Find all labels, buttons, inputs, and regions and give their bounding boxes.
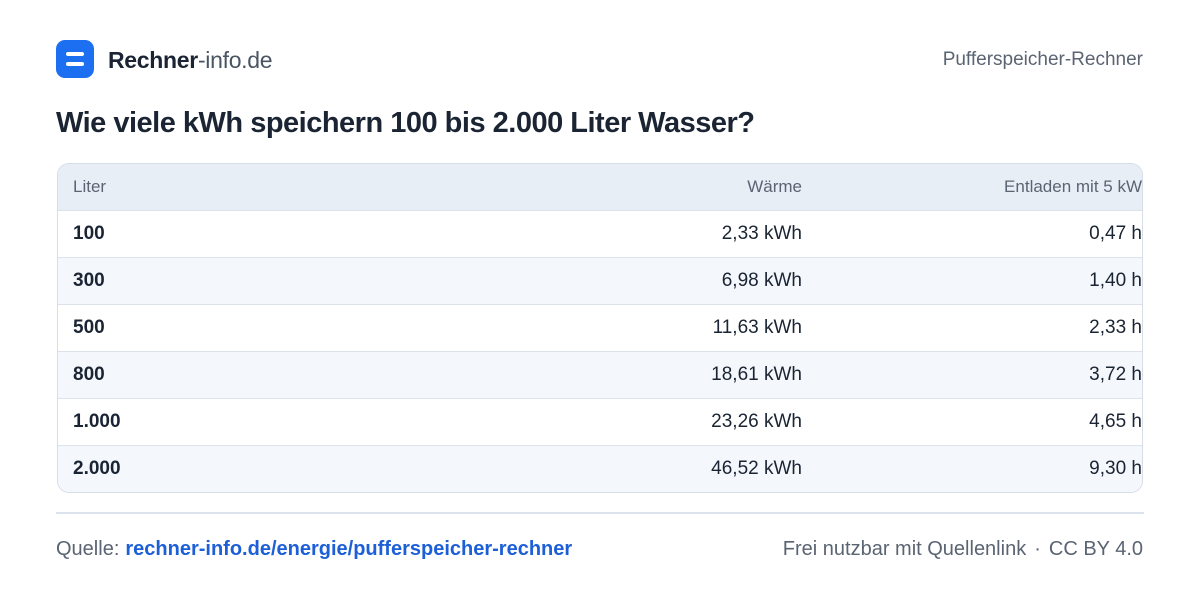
- table-cell: 9,30 h: [1089, 458, 1142, 479]
- table-cell: 500: [73, 317, 105, 338]
- table-cell: 46,52 kWh: [711, 458, 802, 479]
- table-cell: 300: [73, 270, 105, 291]
- column-header: Entladen mit 5 kW: [1004, 177, 1142, 196]
- table-row: 800 18,61 kWh 3,72 h: [58, 351, 1142, 398]
- table-cell: 2,33 h: [1089, 317, 1142, 338]
- separator: ·: [1034, 538, 1041, 560]
- table-cell: 2.000: [73, 458, 121, 479]
- page-label: Pufferspeicher-Rechner: [942, 49, 1143, 70]
- source-label: Quelle:: [56, 538, 120, 560]
- divider: [56, 512, 1144, 514]
- header-row: Liter Wärme Entladen mit 5 kW: [58, 164, 1142, 210]
- table-cell: 4,65 h: [1089, 411, 1142, 432]
- table-cell: 1.000: [73, 411, 121, 432]
- license-note: Frei nutzbar mit Quellenlink: [782, 538, 1027, 560]
- table-row: 500 11,63 kWh 2,33 h: [58, 304, 1142, 351]
- license: Frei nutzbar mit Quellenlink · CC BY 4.0: [783, 538, 1143, 561]
- table-cell: 800: [73, 364, 105, 385]
- table-cell: 6,98 kWh: [721, 270, 802, 291]
- logo-icon: [56, 40, 94, 78]
- source-link[interactable]: rechner-info.de/energie/pufferspeicher-r…: [125, 538, 573, 560]
- title: Wie viele kWh speichern 100 bis 2.000 Li…: [56, 107, 755, 139]
- column-header: Wärme: [747, 177, 802, 196]
- brand-bold: Rechner: [108, 47, 198, 73]
- table-row: 1.000 23,26 kWh 4,65 h: [58, 398, 1142, 445]
- table-row: 300 6,98 kWh 1,40 h: [58, 257, 1142, 304]
- table-cell: 1,40 h: [1089, 270, 1142, 291]
- table-cell: 11,63 kWh: [712, 317, 802, 338]
- brand-rest: -info.de: [197, 47, 273, 73]
- license-name: CC BY 4.0: [1048, 538, 1143, 560]
- brand: Rechner-info.de: [108, 46, 273, 74]
- table-cell: 0,47 h: [1089, 223, 1142, 244]
- table-cell: 2,33 kWh: [721, 223, 802, 244]
- table-cell: 18,61 kWh: [711, 364, 802, 385]
- table: Liter Wärme Entladen mit 5 kW 100 2,33 kWh 0,…: [57, 163, 1143, 493]
- table-cell: 100: [73, 223, 105, 244]
- source: Quelle: rechner-info.de/energie/pufferspe…: [56, 538, 572, 561]
- column-header: Liter: [73, 177, 107, 196]
- table-cell: 3,72 h: [1089, 364, 1142, 385]
- table-row: 2.000 46,52 kWh 9,30 h: [58, 445, 1142, 492]
- table-row: 100 2,33 kWh 0,47 h: [58, 210, 1142, 257]
- table-cell: 23,26 kWh: [711, 411, 802, 432]
